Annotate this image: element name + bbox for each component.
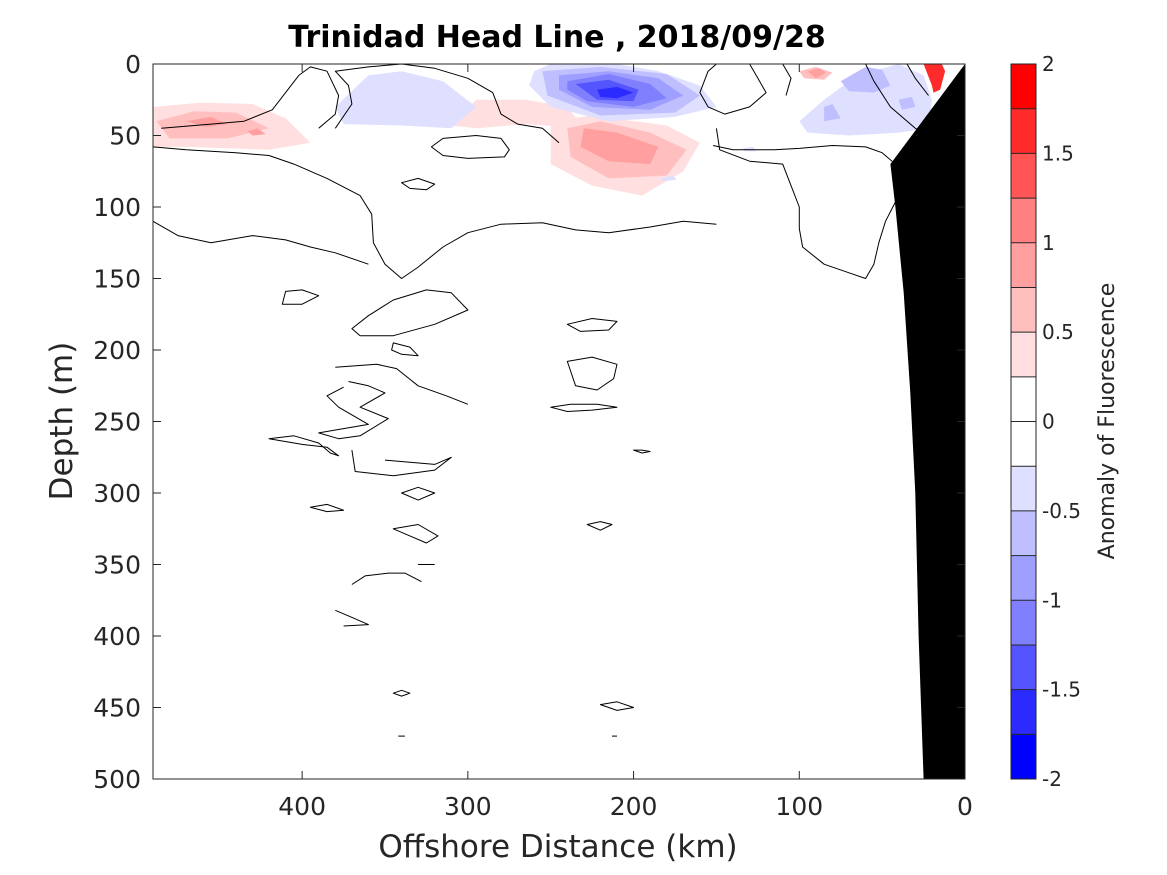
zero-contour-23 <box>351 572 422 585</box>
anomaly-region-positive-anomaly-east-corner <box>923 64 946 93</box>
y-tick-label: 400 <box>93 622 141 651</box>
zero-contour-7 <box>401 177 436 191</box>
x-tick-label: 400 <box>278 792 326 821</box>
colorbar-tick-label: 0 <box>1042 410 1055 434</box>
y-tick-label: 50 <box>109 122 141 151</box>
zero-contour-21 <box>392 524 439 544</box>
x-axis-label: Offshore Distance (km) <box>378 829 737 865</box>
zero-contour-29 <box>712 128 903 279</box>
colorbar-level <box>1011 466 1036 511</box>
anomaly-region-negative-anomaly-west-shallow <box>335 71 477 129</box>
zero-contour-11 <box>566 356 618 391</box>
colorbar-tick-label: 2 <box>1042 52 1055 76</box>
zero-contour-4 <box>334 64 560 144</box>
colorbar-level <box>1011 242 1036 288</box>
y-axis: 0 50 100 150 200 250 300 350 400 450 500 <box>93 50 965 794</box>
anomaly-region-positive-anomaly-west-core2 <box>247 128 266 136</box>
seafloor-layer <box>890 64 965 779</box>
colorbar-level <box>1011 153 1036 199</box>
colorbar-tick-label: 1 <box>1042 231 1055 255</box>
colorbar-tick-label: 1.5 <box>1042 141 1074 165</box>
anomaly-region-positive-anomaly-center-core <box>580 128 659 165</box>
zero-contour-30 <box>699 64 767 115</box>
zero-contour-33 <box>906 64 929 96</box>
zero-contour-17 <box>633 449 651 454</box>
zero-contour-9 <box>391 342 419 357</box>
anomaly-region-negative-anomaly-east-l2b <box>898 96 916 110</box>
zero-contour-14 <box>550 403 618 412</box>
zero-contour-15 <box>268 435 340 457</box>
anomaly-region-positive-anomaly-west-core <box>186 116 228 127</box>
colorbar-level <box>1011 376 1036 422</box>
zero-contour-24 <box>335 609 369 627</box>
x-tick-label: 100 <box>775 792 823 821</box>
anomaly-fill-layer <box>153 64 946 196</box>
zero-contour-26 <box>599 701 635 711</box>
zero-contour-10 <box>566 318 618 332</box>
zero-contour-13 <box>335 363 469 405</box>
zero-contour-12 <box>318 381 389 440</box>
anomaly-region-negative-anomaly-speck-1 <box>660 175 677 182</box>
colorbar-tick-label: -1 <box>1042 588 1062 612</box>
y-axis-label: Depth (m) <box>44 342 80 501</box>
colorbar-level <box>1011 332 1036 377</box>
zero-contour-16 <box>351 450 452 477</box>
y-tick-label: 300 <box>93 479 141 508</box>
zero-contour-2 <box>153 220 369 265</box>
x-tick-label: 200 <box>610 792 658 821</box>
zero-contour-31 <box>782 64 792 96</box>
colorbar-frame <box>1010 63 1037 780</box>
zero-contour-6 <box>281 289 320 305</box>
colorbar-level <box>1011 600 1036 645</box>
colorbar-level <box>1011 734 1036 779</box>
y-tick-label: 200 <box>93 336 141 365</box>
colorbar-tick-label: -2 <box>1042 767 1062 791</box>
plot-background <box>153 64 965 779</box>
y-tick-label: 0 <box>125 50 141 79</box>
y-tick-label: 350 <box>93 551 141 580</box>
colorbar-level <box>1011 108 1036 154</box>
anomaly-region-negative-anomaly-center-core <box>597 86 634 99</box>
zero-contour-1 <box>153 146 717 279</box>
y-tick-label: 150 <box>93 265 141 294</box>
colorbar-level <box>1011 555 1036 601</box>
colorbar-level <box>1011 421 1036 467</box>
zero-contour-8 <box>351 289 469 337</box>
anomaly-region-negative-anomaly-east-l2 <box>840 66 891 93</box>
zero-contour-20 <box>586 521 613 531</box>
x-tick-label: 0 <box>957 792 973 821</box>
colorbar-level <box>1011 287 1036 333</box>
y-tick-label: 450 <box>93 694 141 723</box>
colorbar-level <box>1011 689 1036 735</box>
y-tick-label: 500 <box>93 765 141 794</box>
zero-contour-layer <box>153 64 929 737</box>
anomaly-region-positive-anomaly-center-upper <box>451 99 584 129</box>
colorbar: 2 1.5 1 0.5 0 -0.5 -1 -1.5 -2 <box>1010 52 1081 791</box>
colorbar-tick-label: -0.5 <box>1042 499 1081 523</box>
y-tick-label: 100 <box>93 193 141 222</box>
chart-title: Trinidad Head Line , 2018/09/28 <box>288 20 825 55</box>
x-tick-label: 300 <box>444 792 492 821</box>
colorbar-tick-label: -1.5 <box>1042 678 1081 702</box>
colorbar-level <box>1011 64 1036 109</box>
zero-contour-19 <box>309 503 345 513</box>
zero-contour-3 <box>161 66 340 129</box>
zero-contour-18 <box>401 486 436 501</box>
anomaly-region-positive-anomaly-east-small-core <box>807 68 826 79</box>
colorbar-tick-label: 0.5 <box>1042 320 1074 344</box>
colorbar-level <box>1011 198 1036 243</box>
seafloor <box>890 64 965 779</box>
x-axis: 400 300 200 100 0 <box>278 64 973 821</box>
zero-contour-5 <box>430 135 510 159</box>
zero-contour-25 <box>392 689 411 697</box>
colorbar-level <box>1011 644 1036 690</box>
anomaly-region-negative-anomaly-east-l2c <box>824 104 841 122</box>
colorbar-label: Anomaly of Fluorescence <box>1095 283 1120 560</box>
y-tick-label: 250 <box>93 408 141 437</box>
colorbar-level <box>1011 510 1036 556</box>
